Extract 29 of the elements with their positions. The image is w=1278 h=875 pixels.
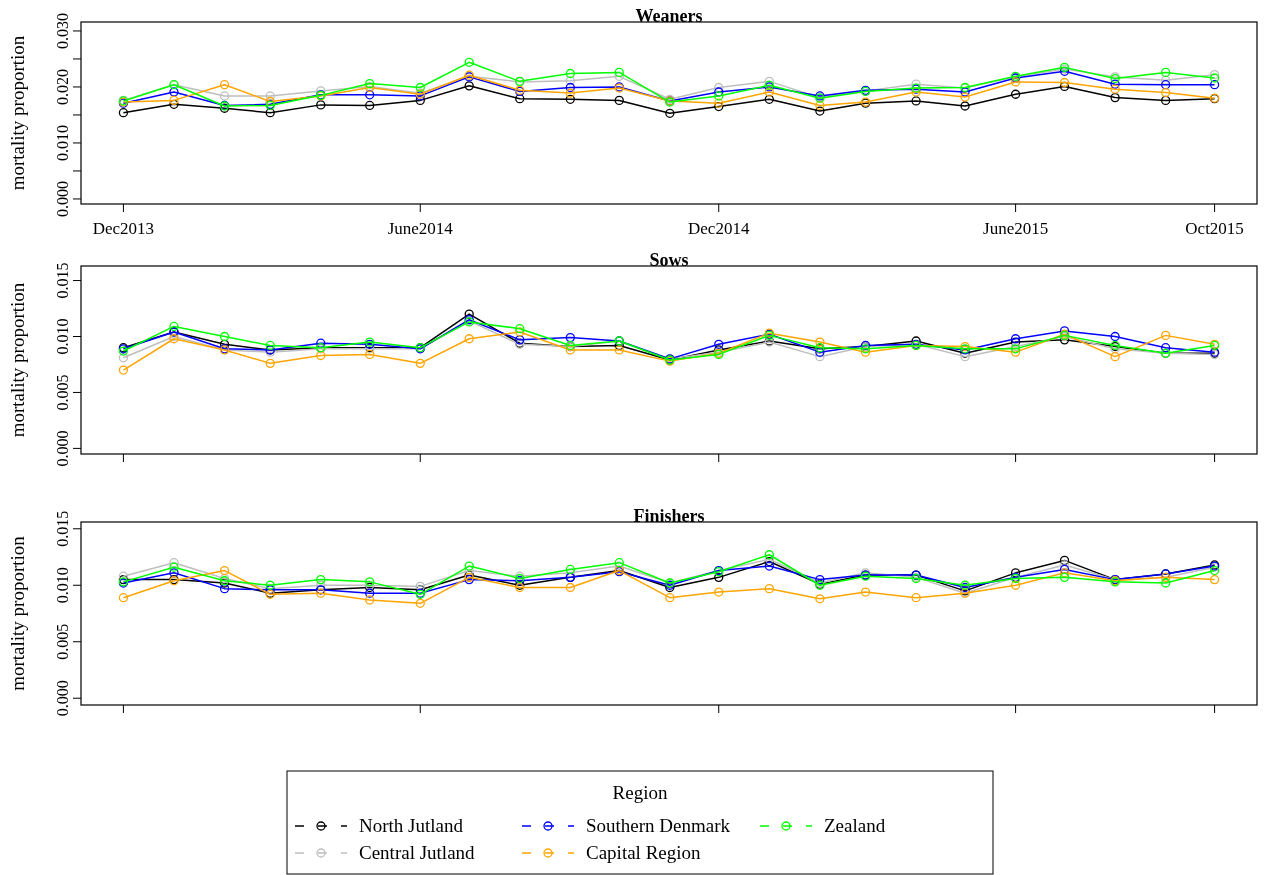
chart-title: Weaners: [635, 6, 703, 26]
x-tick-label: June2014: [387, 219, 454, 238]
chart-title: Sows: [649, 250, 689, 270]
y-tick-label: 0.015: [54, 510, 71, 547]
y-tick-label: 0.020: [54, 68, 71, 105]
y-tick-label: 0.010: [54, 567, 71, 604]
y-tick-label: 0.000: [54, 180, 71, 217]
y-tick-label: 0.000: [54, 430, 71, 467]
y-tick-label: 0.010: [54, 318, 71, 355]
y-tick-label: 0.015: [54, 262, 71, 299]
y-axis-title: mortality proportion: [7, 535, 28, 691]
y-axis-title: mortality proportion: [7, 282, 28, 438]
legend-label: North Jutland: [359, 815, 464, 836]
legend-label: Southern Denmark: [586, 815, 731, 836]
legend-label: Capital Region: [586, 842, 702, 863]
legend-title: Region: [612, 782, 668, 803]
y-tick-label: 0.010: [54, 124, 71, 161]
y-axis-title: mortality proportion: [7, 35, 28, 191]
y-tick-label: 0.000: [54, 680, 71, 717]
x-tick-label: Dec2013: [92, 219, 155, 238]
y-tick-label: 0.030: [54, 12, 71, 49]
x-tick-label: Oct2015: [1185, 219, 1244, 238]
legend-label: Central Jutland: [359, 842, 476, 863]
legend-label: Zealand: [824, 815, 886, 836]
x-tick-label: June2015: [983, 219, 1049, 238]
chart-title: Finishers: [633, 506, 705, 526]
y-tick-label: 0.005: [54, 374, 71, 411]
y-tick-label: 0.005: [54, 623, 71, 660]
x-tick-label: Dec2014: [688, 219, 750, 238]
